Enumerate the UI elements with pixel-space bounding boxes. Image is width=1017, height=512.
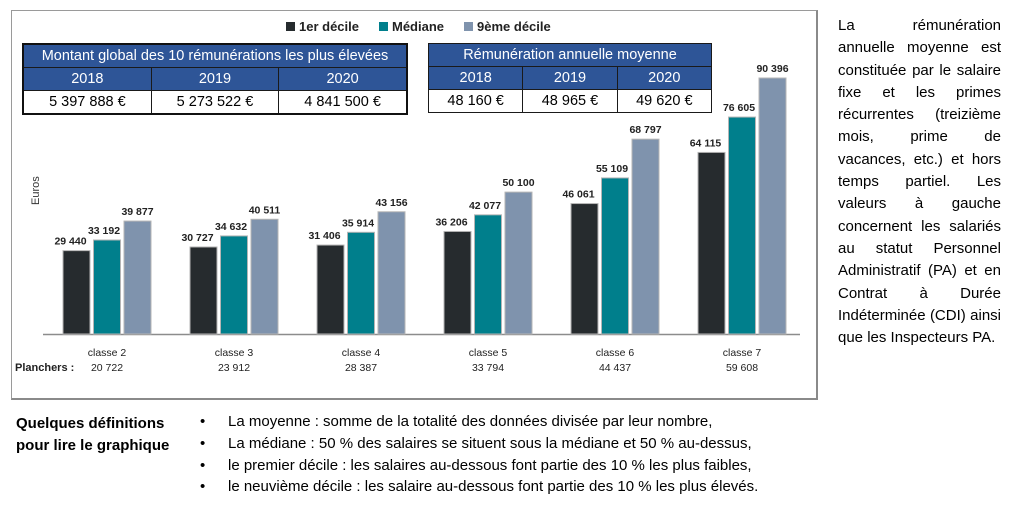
- bar-1er-décile-classe-4: [316, 244, 345, 335]
- bar-9ème-décile-classe-6: [631, 138, 660, 335]
- chart-legend: 1er décile Médiane 9ème décile: [286, 19, 551, 34]
- table-cell: 49 620 €: [616, 89, 713, 113]
- plancher-value: 59 608: [726, 362, 758, 374]
- bar-médiane-classe-2: [93, 239, 121, 335]
- data-label: 34 632: [215, 221, 247, 233]
- x-tick-label: classe 5: [469, 347, 508, 359]
- legend-label: Médiane: [392, 19, 445, 34]
- side-note: La rémunération annuelle moyenne est con…: [838, 17, 1001, 347]
- plancher-value: 44 437: [599, 362, 631, 374]
- average-remuneration-table: Rémunération annuelle moyenne 2018 2019 …: [427, 43, 713, 113]
- definition-text: le neuvième décile : les salaire au-dess…: [228, 478, 759, 496]
- bar-médiane-classe-4: [347, 231, 375, 335]
- data-label: 42 077: [469, 200, 501, 212]
- data-label: 36 206: [435, 216, 467, 228]
- bullet-icon: •: [200, 413, 206, 430]
- data-label: 68 797: [629, 124, 661, 136]
- data-label: 90 396: [756, 63, 788, 75]
- definition-item: • La médiane : 50 % des salaires se situe…: [200, 433, 758, 455]
- bar-médiane-classe-6: [601, 177, 629, 335]
- data-label: 64 115: [690, 137, 722, 149]
- data-label: 76 605: [723, 102, 755, 114]
- table-cell: 4 841 500 €: [278, 90, 408, 115]
- bar-médiane-classe-7: [728, 116, 756, 335]
- definition-item: • le neuvième décile : les salaire au-des…: [200, 476, 758, 498]
- data-label: 46 061: [562, 189, 594, 201]
- bar-9ème-décile-classe-2: [123, 220, 152, 335]
- plancher-value: 20 722: [91, 362, 123, 374]
- data-label: 31 406: [308, 230, 340, 242]
- data-label: 50 100: [502, 177, 534, 189]
- definition-text: le premier décile : les salaires au-dess…: [228, 456, 752, 474]
- bar-9ème-décile-classe-3: [250, 218, 279, 335]
- legend-item-mediane: Médiane: [379, 19, 444, 34]
- planchers-label: Planchers :: [15, 362, 74, 374]
- year-header: 2020: [278, 67, 408, 91]
- bar-médiane-classe-5: [474, 214, 502, 335]
- table-cell: 48 160 €: [427, 89, 524, 113]
- plancher-value: 28 387: [345, 362, 377, 374]
- bar-1er-décile-classe-7: [697, 151, 726, 335]
- year-header: 2018: [22, 67, 152, 91]
- data-label: 33 192: [88, 225, 120, 237]
- definition-text: La moyenne : somme de la totalité des do…: [228, 413, 713, 430]
- plancher-value: 33 794: [472, 362, 504, 374]
- year-header: 2019: [522, 66, 618, 90]
- bullet-icon: •: [200, 456, 206, 474]
- table-title: Montant global des 10 rémunérations les …: [22, 43, 408, 68]
- definitions-title-line: pour lire le graphique: [16, 437, 170, 454]
- bar-9ème-décile-classe-4: [377, 211, 406, 335]
- data-label: 39 877: [121, 206, 153, 218]
- data-label: 29 440: [54, 236, 86, 248]
- table-title: Rémunération annuelle moyenne: [428, 43, 712, 67]
- definition-item: • La moyenne : somme de la totalité des d…: [200, 411, 758, 433]
- x-tick-label: classe 4: [342, 347, 381, 359]
- data-label: 43 156: [375, 197, 407, 209]
- bar-9ème-décile-classe-5: [504, 191, 533, 335]
- legend-label: 9ème décile: [477, 19, 551, 34]
- bar-1er-décile-classe-3: [189, 246, 218, 335]
- bar-9ème-décile-classe-7: [758, 77, 787, 335]
- bar-1er-décile-classe-6: [570, 203, 599, 335]
- x-tick-label: classe 7: [723, 347, 762, 359]
- data-label: 40 511: [249, 204, 281, 216]
- definition-item: • le premier décile : les salaires au-des…: [200, 455, 758, 477]
- definition-text: La médiane : 50 % des salaires se situen…: [228, 434, 752, 452]
- bar-médiane-classe-3: [220, 235, 248, 335]
- definitions-title: Quelques définitions pour lire le graphi…: [16, 413, 169, 457]
- bar-1er-décile-classe-2: [62, 250, 91, 335]
- y-axis-label: Euros: [30, 176, 42, 205]
- definitions-list: • La moyenne : somme de la totalité des d…: [200, 411, 758, 498]
- table-cell: 48 965 €: [522, 89, 618, 113]
- data-label: 35 914: [342, 217, 374, 229]
- top10-remunerations-table: Montant global des 10 rémunérations les …: [22, 43, 408, 115]
- year-header: 2020: [616, 66, 713, 90]
- x-tick-label: classe 6: [596, 347, 635, 359]
- data-label: 30 727: [181, 232, 213, 244]
- year-header: 2019: [150, 67, 280, 91]
- year-header: 2018: [427, 66, 524, 90]
- x-tick-label: classe 2: [88, 347, 127, 359]
- data-label: 55 109: [596, 163, 628, 175]
- table-cell: 5 397 888 €: [22, 90, 152, 115]
- legend-item-9eme-decile: 9ème décile: [464, 19, 551, 34]
- bar-1er-décile-classe-5: [443, 230, 472, 335]
- legend-swatch-blue-gray: [464, 22, 474, 31]
- x-tick-label: classe 3: [215, 347, 254, 359]
- legend-swatch-teal: [379, 22, 388, 31]
- table-cell: 5 273 522 €: [150, 90, 280, 115]
- legend-item-1er-decile: 1er décile: [286, 19, 359, 34]
- bullet-icon: •: [200, 478, 206, 496]
- plancher-value: 23 912: [218, 362, 250, 374]
- bullet-icon: •: [200, 434, 206, 452]
- legend-label: 1er décile: [299, 19, 359, 34]
- legend-swatch-dark: [286, 22, 295, 31]
- definitions-title-line: Quelques définitions: [16, 415, 165, 432]
